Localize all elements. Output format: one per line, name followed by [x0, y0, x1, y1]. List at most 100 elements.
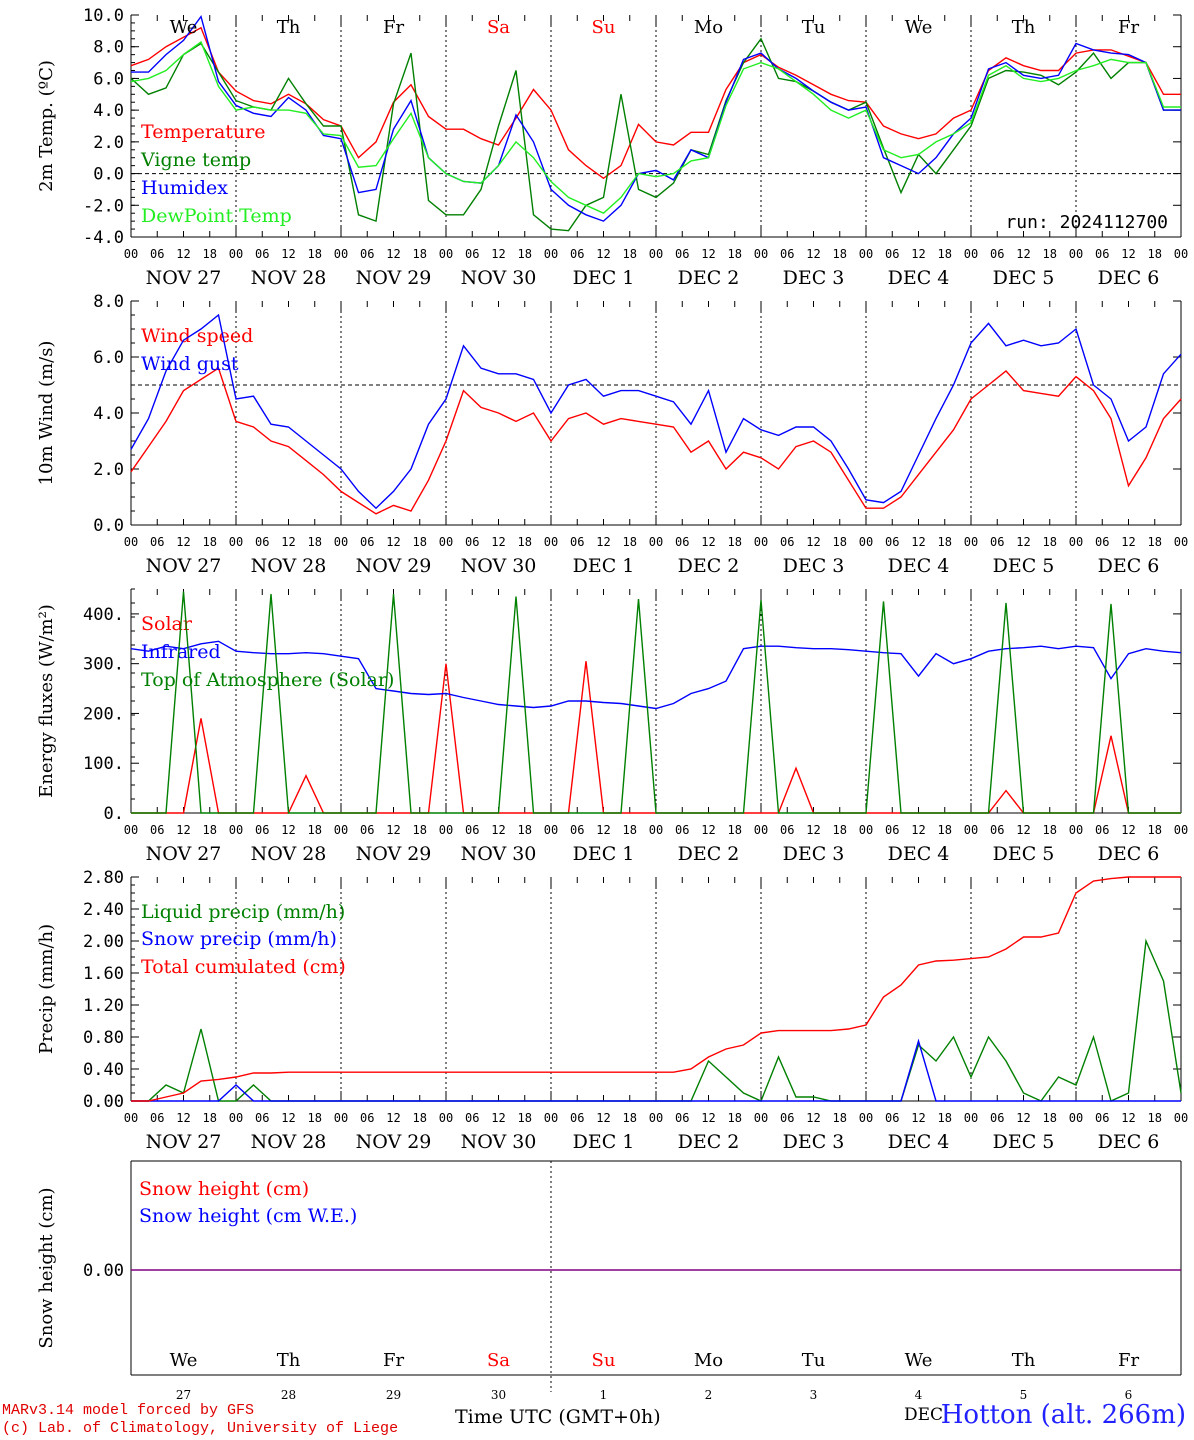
hour-tick-label: 18 [833, 1111, 847, 1125]
hour-tick-label: 12 [1121, 823, 1135, 837]
hour-tick-label: 00 [1174, 535, 1188, 549]
date-label: NOV 28 [251, 267, 327, 289]
hour-tick-label: 18 [1043, 1111, 1057, 1125]
y-tick-label: 2.00 [83, 932, 124, 952]
hour-tick-label: 06 [885, 1111, 899, 1125]
date-label: DEC 2 [678, 843, 740, 865]
day-number: 28 [281, 1388, 296, 1402]
date-label: DEC 4 [888, 267, 950, 289]
hour-tick-label: 00 [334, 823, 348, 837]
y-axis-label: 2m Temp. (ºC) [36, 60, 57, 192]
series-total-cumulated-cm--line [131, 876, 1181, 1102]
lab-credit: (c) Lab. of Climatology, University of L… [2, 1420, 399, 1437]
hour-tick-label: 18 [203, 535, 217, 549]
hour-tick-label: 18 [308, 535, 322, 549]
date-label: DEC 2 [678, 555, 740, 577]
series-snow-precip-mm-h--line [131, 1038, 1181, 1102]
hour-tick-label: 06 [255, 247, 269, 261]
hour-tick-label: 00 [754, 823, 768, 837]
day-number: 27 [176, 1388, 191, 1402]
y-tick-label: -4.0 [83, 228, 124, 248]
hour-tick-label: 00 [544, 247, 558, 261]
hour-tick-label: 06 [255, 1111, 269, 1125]
date-label: DEC 2 [678, 1131, 740, 1153]
hour-tick-label: 06 [885, 535, 899, 549]
series-wind-gust-line [130, 313, 1182, 510]
hour-tick-label: 12 [701, 247, 715, 261]
hour-tick-label: 12 [911, 247, 925, 261]
series-wind-speed-line [130, 367, 1182, 515]
hour-tick-label: 12 [911, 535, 925, 549]
hour-tick-label: 18 [1043, 823, 1057, 837]
hour-tick-label: 06 [570, 247, 584, 261]
hour-tick-label: 00 [649, 247, 663, 261]
y-tick-label: 200. [83, 704, 124, 724]
hour-tick-label: 06 [570, 1111, 584, 1125]
hour-tick-label: 12 [1016, 823, 1030, 837]
day-number: 5 [1020, 1388, 1028, 1402]
hour-tick-label: 00 [964, 1111, 978, 1125]
hour-tick-label: 00 [439, 1111, 453, 1125]
day-number: 29 [386, 1388, 401, 1402]
hour-tick-label: 00 [544, 823, 558, 837]
date-label: NOV 29 [356, 1131, 432, 1153]
hour-tick-label: 00 [859, 823, 873, 837]
legend-entry: Vigne temp [140, 149, 251, 171]
hour-tick-label: 06 [675, 247, 689, 261]
legend-entry: Wind speed [141, 325, 253, 347]
hour-tick-label: 00 [964, 247, 978, 261]
hour-tick-label: 00 [229, 535, 243, 549]
day-number: 6 [1125, 1388, 1133, 1402]
y-tick-label: 4.0 [93, 101, 124, 121]
hour-tick-label: 06 [675, 1111, 689, 1125]
hour-tick-label: 06 [1095, 535, 1109, 549]
hour-tick-label: 12 [1121, 1111, 1135, 1125]
y-tick-label: 100. [83, 754, 124, 774]
hour-tick-label: 18 [938, 1111, 952, 1125]
y-tick-label: 400. [83, 605, 124, 625]
date-label: NOV 28 [251, 843, 327, 865]
hour-tick-label: 12 [1016, 535, 1030, 549]
y-tick-label: -2.0 [83, 196, 124, 216]
hour-tick-label: 06 [675, 535, 689, 549]
hour-tick-label: 12 [596, 247, 610, 261]
day-name: Fr [1118, 17, 1139, 38]
hour-tick-label: 18 [518, 823, 532, 837]
date-label: NOV 27 [146, 843, 222, 865]
legend-entry: Infrared [141, 641, 221, 663]
day-name: Tu [802, 17, 826, 38]
hour-tick-label: 18 [308, 247, 322, 261]
date-label: DEC 5 [993, 1131, 1055, 1153]
day-name: Th [277, 1350, 301, 1371]
hour-tick-label: 12 [1016, 247, 1030, 261]
hour-tick-label: 00 [754, 535, 768, 549]
date-label: NOV 29 [356, 555, 432, 577]
date-label: DEC 6 [1098, 267, 1160, 289]
hour-tick-label: 00 [1069, 247, 1083, 261]
hour-tick-label: 18 [623, 535, 637, 549]
hour-tick-label: 00 [439, 247, 453, 261]
day-name: Th [1012, 17, 1036, 38]
hour-tick-label: 00 [439, 535, 453, 549]
y-tick-label: 0.00 [83, 1261, 124, 1281]
y-tick-label: 4.0 [93, 404, 124, 424]
hour-tick-label: 18 [518, 1111, 532, 1125]
hour-tick-label: 06 [150, 1111, 164, 1125]
y-tick-label: 10.0 [83, 6, 124, 26]
day-number: 3 [810, 1388, 818, 1402]
hour-tick-label: 18 [1043, 247, 1057, 261]
legend-entry: Humidex [141, 177, 228, 199]
hour-tick-label: 18 [623, 1111, 637, 1125]
y-tick-label: 1.20 [83, 996, 124, 1016]
hour-tick-label: 06 [255, 535, 269, 549]
hour-tick-label: 18 [1148, 247, 1162, 261]
date-label: DEC 3 [783, 555, 845, 577]
hour-tick-label: 18 [308, 823, 322, 837]
y-tick-label: 6.0 [93, 69, 124, 89]
hour-tick-label: 00 [1174, 1111, 1188, 1125]
hour-tick-label: 00 [1069, 823, 1083, 837]
hour-tick-label: 06 [780, 535, 794, 549]
hour-tick-label: 18 [728, 247, 742, 261]
y-axis-label: Snow height (cm) [36, 1187, 57, 1348]
day-name: Th [277, 17, 301, 38]
